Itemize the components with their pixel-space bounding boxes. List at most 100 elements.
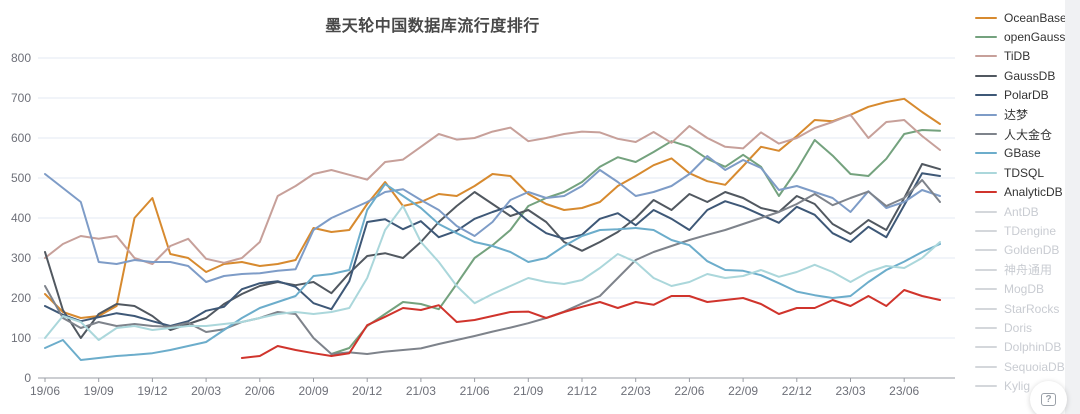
legend-swatch-OceanBase (975, 16, 997, 19)
legend-swatch-人大金仓 (975, 133, 997, 136)
x-axis-label-19/12: 19/12 (137, 384, 167, 398)
legend-item-Doris[interactable]: Doris (975, 318, 1067, 337)
legend-item-AntDB[interactable]: AntDB (975, 202, 1067, 221)
legend-swatch-TiDB (975, 55, 997, 58)
chart-legend: OceanBase openGauss TiDB GaussDB PolarDB 达梦人大… (975, 8, 1067, 396)
y-axis-label-500: 500 (11, 171, 31, 185)
legend-item-达梦[interactable]: 达梦 (975, 105, 1067, 124)
legend-label: SequoiaDB (1004, 359, 1065, 374)
legend-label: AnalyticDB (1004, 185, 1063, 200)
legend-item-TDengine[interactable]: TDengine (975, 221, 1067, 240)
legend-label: AntDB (1004, 204, 1039, 219)
x-axis-label-22/06: 22/06 (674, 384, 704, 398)
legend-swatch-SequoiaDB (975, 365, 997, 368)
legend-item-DolphinDB[interactable]: DolphinDB (975, 338, 1067, 357)
x-axis-label-20/12: 20/12 (352, 384, 382, 398)
question-mark-icon: ? (1041, 393, 1056, 406)
y-axis-label-400: 400 (11, 211, 31, 225)
legend-label: TDSQL (1004, 165, 1045, 180)
x-axis-label-21/09: 21/09 (513, 384, 543, 398)
legend-item-PolarDB[interactable]: PolarDB (975, 86, 1067, 105)
series-line-PolarDB (44, 172, 941, 327)
y-axis-label-800: 800 (11, 51, 31, 65)
x-axis-label-21/03: 21/03 (406, 384, 436, 398)
legend-item-TDSQL[interactable]: TDSQL (975, 163, 1067, 182)
legend-item-openGauss[interactable]: openGauss (975, 27, 1067, 46)
y-axis-label-200: 200 (11, 291, 31, 305)
legend-label: GoldenDB (1004, 243, 1060, 258)
legend-swatch-Kylig (975, 385, 997, 388)
series-line-TDSQL (44, 205, 941, 341)
legend-label: OceanBase (1004, 10, 1067, 25)
legend-item-GBase[interactable]: GBase (975, 144, 1067, 163)
legend-swatch-DolphinDB (975, 346, 997, 349)
legend-label: PolarDB (1004, 88, 1049, 103)
x-axis-label-19/06: 19/06 (30, 384, 60, 398)
x-axis-label-22/09: 22/09 (728, 384, 758, 398)
x-axis-label-20/03: 20/03 (191, 384, 221, 398)
y-axis-label-0: 0 (24, 371, 31, 385)
series-line-TiDB (44, 113, 941, 265)
legend-label: TDengine (1004, 223, 1057, 238)
legend-item-SequoiaDB[interactable]: SequoiaDB (975, 357, 1067, 376)
x-axis-label-22/03: 22/03 (621, 384, 651, 398)
series-line-GaussDB (44, 163, 941, 339)
legend-label: openGauss (1004, 30, 1066, 45)
legend-item-MogDB[interactable]: MogDB (975, 279, 1067, 298)
legend-label: MogDB (1004, 282, 1045, 297)
legend-swatch-GaussDB (975, 74, 997, 77)
legend-swatch-GBase (975, 152, 997, 155)
legend-label: GaussDB (1004, 68, 1056, 83)
legend-swatch-GoldenDB (975, 249, 997, 252)
series-line-OceanBase (44, 97, 941, 319)
series-line-AnalyticDB (240, 289, 941, 359)
legend-swatch-openGauss (975, 36, 997, 39)
legend-swatch-TDengine (975, 229, 997, 232)
y-axis-label-700: 700 (11, 91, 31, 105)
legend-item-人大金仓[interactable]: 人大金仓 (975, 124, 1067, 143)
x-axis-label-20/06: 20/06 (245, 384, 275, 398)
legend-label: GBase (1004, 146, 1041, 161)
x-axis-label-23/03: 23/03 (835, 384, 865, 398)
legend-label: Kylig (1004, 379, 1031, 394)
legend-swatch-AntDB (975, 210, 997, 213)
legend-swatch-StarRocks (975, 307, 997, 310)
x-axis-label-21/06: 21/06 (460, 384, 490, 398)
legend-swatch-PolarDB (975, 94, 997, 97)
legend-swatch-MogDB (975, 288, 997, 291)
chart-title: 墨天轮中国数据库流行度排行 (325, 18, 540, 35)
legend-item-OceanBase[interactable]: OceanBase (975, 8, 1067, 27)
legend-item-StarRocks[interactable]: StarRocks (975, 299, 1067, 318)
scrollbar-track[interactable] (1065, 0, 1080, 414)
x-axis-label-21/12: 21/12 (567, 384, 597, 398)
y-axis-label-300: 300 (11, 251, 31, 265)
x-axis-label-23/06: 23/06 (889, 384, 919, 398)
help-button[interactable]: ? (1030, 381, 1067, 414)
x-axis-label-19/09: 19/09 (84, 384, 114, 398)
legend-swatch-TDSQL (975, 171, 997, 174)
legend-item-TiDB[interactable]: TiDB (975, 47, 1067, 66)
legend-swatch-神舟通用 (975, 268, 997, 271)
x-axis-label-20/09: 20/09 (298, 384, 328, 398)
legend-item-神舟通用[interactable]: 神舟通用 (975, 260, 1067, 279)
legend-label: 人大金仓 (1004, 127, 1053, 142)
legend-label: 神舟通用 (1004, 263, 1053, 278)
x-axis-label-22/12: 22/12 (782, 384, 812, 398)
legend-label: Doris (1004, 320, 1033, 335)
line-chart: 0 100 200 300 400 500 600 700 800 19/06 19/09 19/12… (11, 51, 955, 398)
legend-label: DolphinDB (1004, 340, 1062, 355)
legend-item-AnalyticDB[interactable]: AnalyticDB (975, 183, 1067, 202)
legend-item-Kylig[interactable]: Kylig (975, 376, 1067, 395)
legend-label: 达梦 (1004, 108, 1029, 123)
legend-item-GoldenDB[interactable]: GoldenDB (975, 241, 1067, 260)
series-line-GBase (44, 183, 941, 361)
y-axis-label-600: 600 (11, 131, 31, 145)
legend-swatch-AnalyticDB (975, 191, 997, 194)
legend-swatch-达梦 (975, 113, 997, 116)
series-line-达梦 (44, 155, 941, 283)
legend-label: TiDB (1004, 49, 1031, 64)
legend-label: StarRocks (1004, 301, 1060, 316)
legend-swatch-Doris (975, 326, 997, 329)
legend-item-GaussDB[interactable]: GaussDB (975, 66, 1067, 85)
